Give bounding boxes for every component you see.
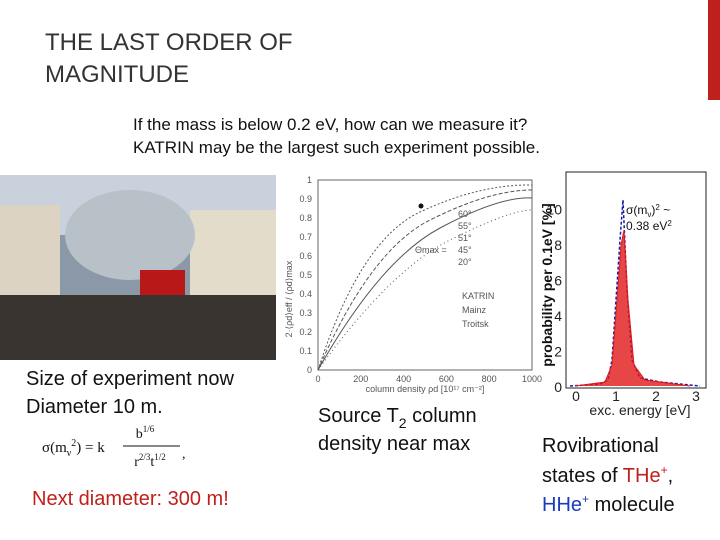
y-tick-label: 0.1 bbox=[299, 346, 312, 356]
svg-text:column density ρd [10¹⁷ cm⁻²]: column density ρd [10¹⁷ cm⁻²] bbox=[366, 384, 485, 394]
svg-text:exc. energy [eV]: exc. energy [eV] bbox=[589, 402, 690, 418]
y-tick-label: 0.7 bbox=[299, 232, 312, 242]
caption: Diameter 10 m. bbox=[26, 396, 163, 418]
y-tick-label: 0.2 bbox=[299, 327, 312, 337]
legend-label: Troitsk bbox=[462, 319, 489, 329]
legend-label: 20° bbox=[458, 257, 472, 267]
x-tick-label: 2 bbox=[652, 388, 660, 404]
svg-text:b1/6: b1/6 bbox=[136, 424, 155, 442]
svg-text:2·⟨ρd⟩eff / ⟨ρd⟩max: 2·⟨ρd⟩eff / ⟨ρd⟩max bbox=[284, 260, 294, 337]
y-tick-label: 0.6 bbox=[299, 251, 312, 261]
x-tick-label: 3 bbox=[692, 388, 700, 404]
caption: Size of experiment now bbox=[26, 368, 234, 390]
svg-text:Θmax =: Θmax = bbox=[415, 245, 447, 255]
svg-text:,: , bbox=[182, 447, 186, 462]
photo bbox=[0, 175, 276, 360]
x-tick-label: 0 bbox=[315, 374, 320, 384]
excitation-plot: probability per 0.1eV [%] exc. energy [e… bbox=[539, 165, 708, 418]
subtitle: If the mass is below 0.2 eV, how can we … bbox=[133, 115, 527, 134]
x-tick-label: 0 bbox=[572, 388, 580, 404]
svg-text:σ(mν2) = k: σ(mν2) = k bbox=[42, 438, 105, 459]
caption: HHe+ molecule bbox=[542, 492, 675, 516]
caption: states of THe+, bbox=[542, 463, 673, 487]
x-tick-label: 800 bbox=[482, 374, 497, 384]
legend-label: 45° bbox=[458, 245, 472, 255]
column-density-plot: 2·⟨ρd⟩eff / ⟨ρd⟩max column density ρd [1… bbox=[276, 165, 540, 395]
accent-bar bbox=[708, 0, 720, 100]
caption: Source T2 column bbox=[318, 405, 477, 431]
subtitle: KATRIN may be the largest such experimen… bbox=[133, 138, 540, 157]
svg-text:0.38 eV2: 0.38 eV2 bbox=[626, 219, 672, 233]
y-tick-label: 4 bbox=[554, 308, 562, 324]
x-tick-label: 1 bbox=[612, 388, 620, 404]
x-tick-label: 400 bbox=[396, 374, 411, 384]
legend-label: Mainz bbox=[462, 305, 487, 315]
y-tick-label: 0.5 bbox=[299, 270, 312, 280]
caption: Rovibrational bbox=[542, 435, 659, 457]
y-tick-label: 0 bbox=[307, 365, 312, 375]
y-tick-label: 0.3 bbox=[299, 308, 312, 318]
x-tick-label: 200 bbox=[353, 374, 368, 384]
y-tick-label: 1 bbox=[307, 175, 312, 185]
legend-label: 55° bbox=[458, 221, 472, 231]
y-tick-label: 0 bbox=[554, 379, 562, 395]
svg-text:probability per 0.1eV [%]: probability per 0.1eV [%] bbox=[539, 203, 555, 366]
x-tick-label: 1000 bbox=[522, 374, 542, 384]
x-tick-label: 600 bbox=[439, 374, 454, 384]
y-tick-label: 6 bbox=[554, 273, 562, 289]
title: THE LAST ORDER OF bbox=[45, 29, 293, 56]
caption: density near max bbox=[318, 433, 470, 455]
svg-text:σ(mν)2 ~: σ(mν)2 ~ bbox=[626, 203, 670, 219]
y-tick-label: 0.8 bbox=[299, 213, 312, 223]
title: MAGNITUDE bbox=[45, 61, 189, 88]
y-tick-label: 0.9 bbox=[299, 194, 312, 204]
formula: σ(mν2) = k b1/6 r2/3t1/2 , bbox=[42, 424, 186, 470]
y-tick-label: 2 bbox=[554, 344, 562, 360]
svg-text:r2/3t1/2: r2/3t1/2 bbox=[134, 452, 166, 470]
y-tick-label: 0.4 bbox=[299, 289, 312, 299]
legend-label: 60° bbox=[458, 209, 472, 219]
y-tick-label: 8 bbox=[554, 237, 562, 253]
y-tick-label: 10 bbox=[546, 202, 562, 218]
next-diameter: Next diameter: 300 m! bbox=[32, 488, 229, 510]
legend-label: 51° bbox=[458, 233, 472, 243]
legend-label: KATRIN bbox=[462, 291, 494, 301]
